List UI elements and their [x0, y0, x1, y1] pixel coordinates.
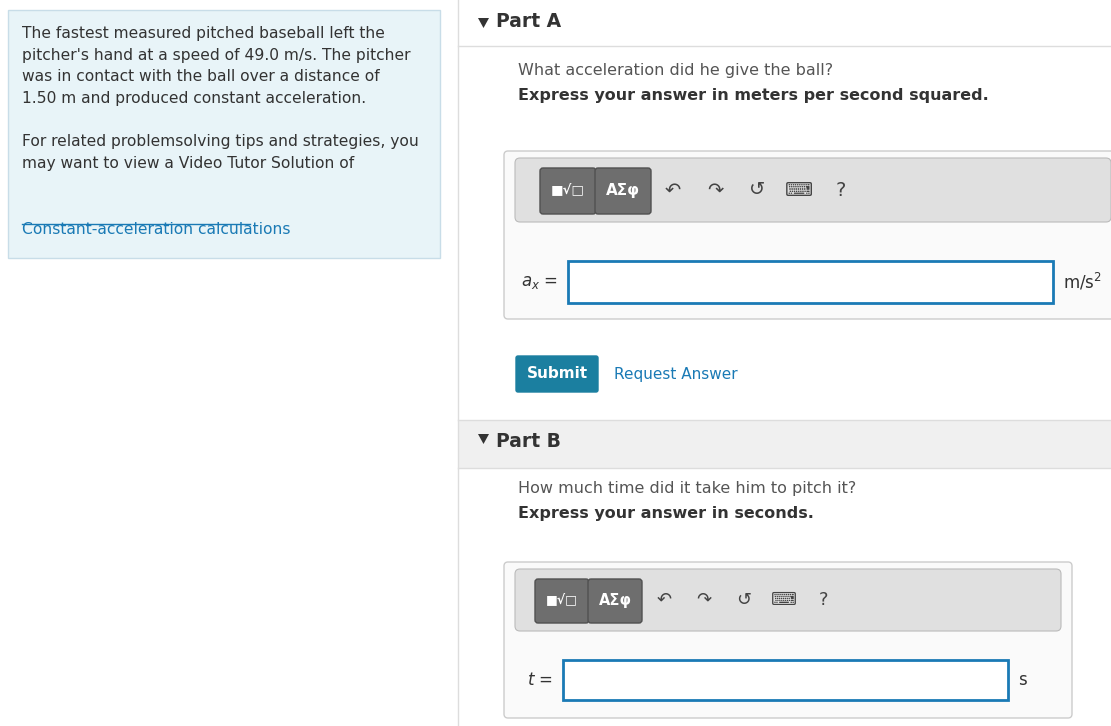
FancyBboxPatch shape — [458, 420, 1111, 468]
Text: How much time did it take him to pitch it?: How much time did it take him to pitch i… — [518, 481, 857, 496]
Polygon shape — [478, 434, 489, 444]
Text: Part B: Part B — [496, 432, 561, 451]
Text: ■√□: ■√□ — [551, 184, 584, 197]
Text: $t$ =: $t$ = — [527, 671, 553, 689]
FancyBboxPatch shape — [568, 261, 1053, 303]
FancyBboxPatch shape — [595, 168, 651, 214]
Text: ↶: ↶ — [664, 181, 681, 200]
Text: Submit: Submit — [527, 367, 588, 381]
Text: ⌨: ⌨ — [771, 591, 797, 609]
Polygon shape — [478, 18, 489, 28]
Text: Express your answer in meters per second squared.: Express your answer in meters per second… — [518, 88, 989, 103]
Text: ?: ? — [835, 181, 847, 200]
Text: ■√□: ■√□ — [547, 595, 578, 608]
FancyBboxPatch shape — [536, 579, 589, 623]
Text: ↺: ↺ — [737, 591, 751, 609]
Text: What acceleration did he give the ball?: What acceleration did he give the ball? — [518, 63, 833, 78]
FancyBboxPatch shape — [458, 0, 1111, 46]
FancyBboxPatch shape — [8, 10, 440, 258]
Text: ?: ? — [819, 591, 829, 609]
FancyBboxPatch shape — [516, 569, 1061, 631]
Text: Request Answer: Request Answer — [614, 367, 738, 381]
FancyBboxPatch shape — [588, 579, 642, 623]
Text: ↷: ↷ — [697, 591, 711, 609]
Text: s: s — [1018, 671, 1027, 689]
Text: ↷: ↷ — [707, 181, 723, 200]
FancyBboxPatch shape — [516, 158, 1111, 222]
FancyBboxPatch shape — [504, 562, 1072, 718]
Text: ↶: ↶ — [657, 591, 671, 609]
Text: Constant-acceleration calculations: Constant-acceleration calculations — [22, 222, 290, 237]
FancyBboxPatch shape — [516, 356, 598, 392]
FancyBboxPatch shape — [540, 168, 595, 214]
Text: ΑΣφ: ΑΣφ — [605, 184, 640, 198]
Text: ⌨: ⌨ — [785, 181, 813, 200]
FancyBboxPatch shape — [563, 660, 1008, 700]
Text: Express your answer in seconds.: Express your answer in seconds. — [518, 506, 814, 521]
Text: ΑΣφ: ΑΣφ — [599, 593, 631, 608]
Text: m/s$^2$: m/s$^2$ — [1063, 272, 1102, 293]
Text: The fastest measured pitched baseball left the
pitcher's hand at a speed of 49.0: The fastest measured pitched baseball le… — [22, 26, 419, 171]
Text: Part A: Part A — [496, 12, 561, 31]
Text: $a_x$ =: $a_x$ = — [521, 273, 558, 291]
FancyBboxPatch shape — [504, 151, 1111, 319]
Text: ↺: ↺ — [749, 181, 765, 200]
